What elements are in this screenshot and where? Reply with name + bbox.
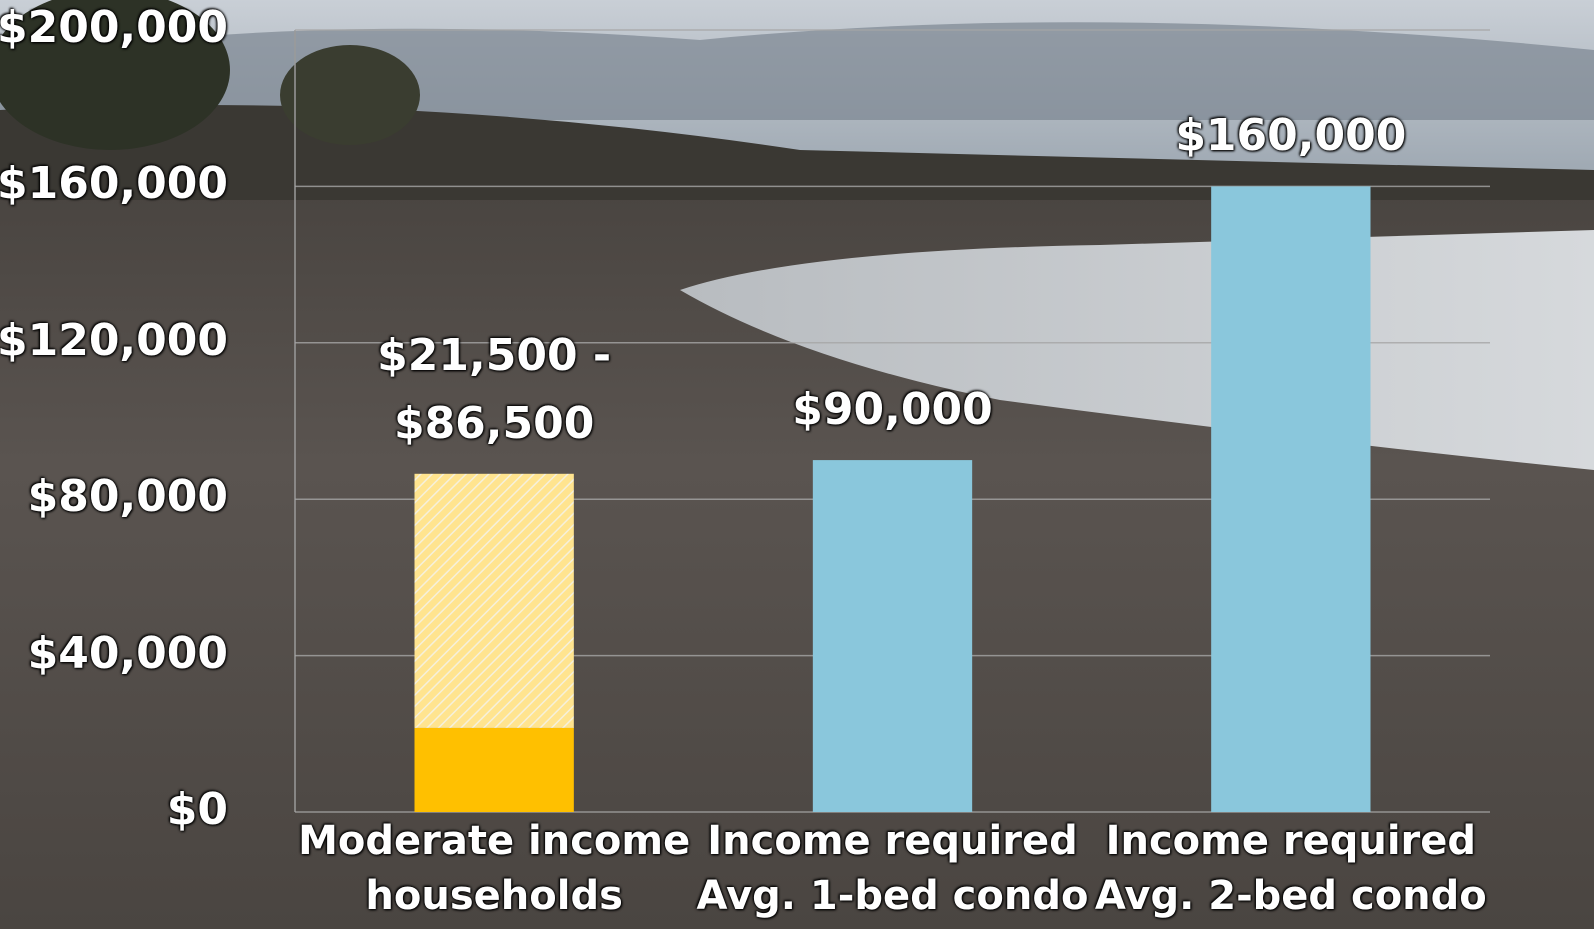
slide: $0 $40,000 $80,000 $120,000 $160,000 $200,000… — [0, 0, 1594, 929]
x-tick-label: Income required Avg. 1-bed condo — [683, 814, 1103, 924]
value-label: $21,500 - $86,500 — [304, 322, 684, 458]
bar — [415, 728, 574, 812]
y-tick-label: $0 — [0, 788, 228, 832]
bar — [1211, 186, 1370, 812]
value-label: $160,000 — [1101, 102, 1481, 170]
bar — [415, 474, 574, 728]
y-tick-label: $200,000 — [0, 6, 228, 50]
x-tick-label: Moderate income households — [284, 814, 704, 924]
y-tick-label: $120,000 — [0, 319, 228, 363]
y-tick-label: $80,000 — [0, 475, 228, 519]
y-tick-label: $40,000 — [0, 632, 228, 676]
x-tick-label: Income required Avg. 2-bed condo — [1081, 814, 1501, 924]
value-label: $90,000 — [703, 376, 1083, 444]
bar — [813, 460, 972, 812]
y-tick-label: $160,000 — [0, 162, 228, 206]
